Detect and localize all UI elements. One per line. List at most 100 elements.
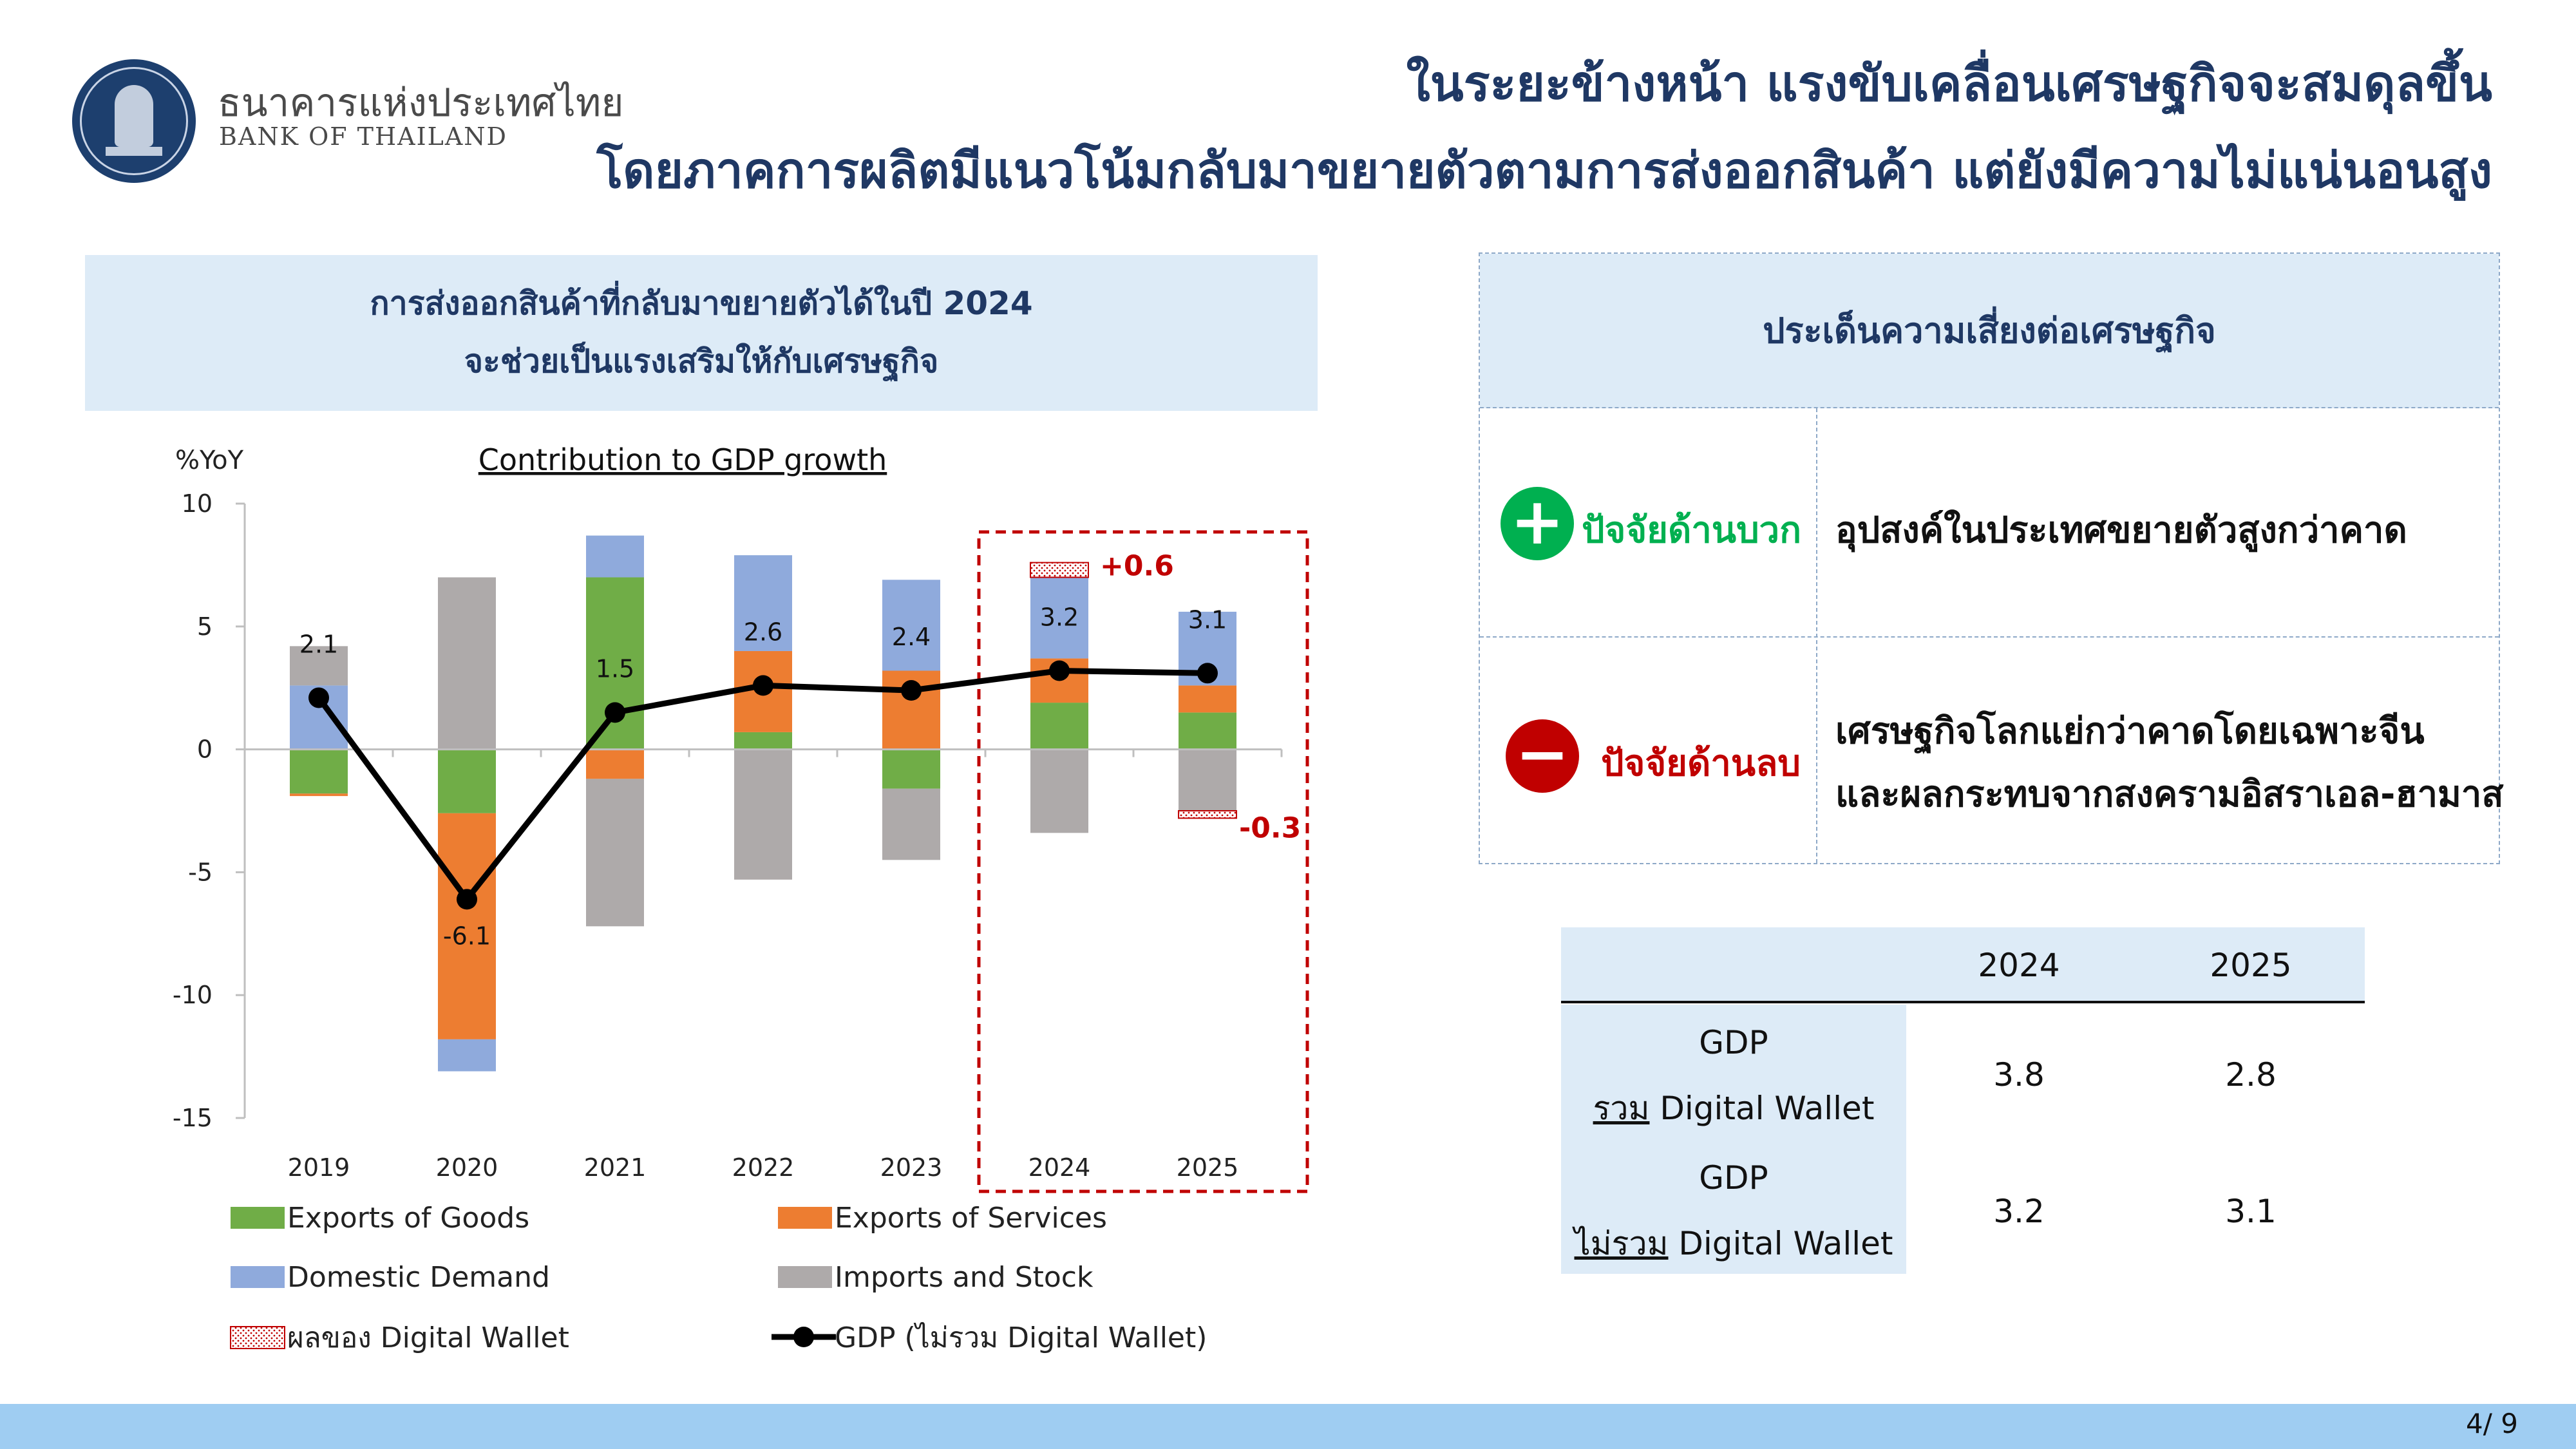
row1-label-line2: รวม Digital Wallet — [1561, 1083, 1906, 1134]
negative-factor-text-line1: เศรษฐกิจโลกแย่กว่าคาดโดยเฉพาะจีน — [1835, 710, 2425, 752]
legend-item-0-swatch — [231, 1207, 285, 1229]
gdp-point-2020 — [457, 889, 477, 910]
bot-seal-icon — [72, 59, 196, 183]
digital-wallet-label-2024: +0.6 — [1100, 550, 1174, 583]
bar-exports-of-goods-2024 — [1030, 703, 1088, 750]
gdp-label-2025: 3.1 — [1188, 605, 1227, 634]
y-tick-label: 5 — [197, 612, 213, 641]
bar-imports-and-stock-2024 — [1030, 749, 1088, 833]
forecast-table-header-rule — [1561, 1001, 2365, 1003]
row2-label-line1: GDP — [1699, 1159, 1768, 1197]
risk-divider-horizontal — [1480, 636, 2499, 638]
bar-imports-and-stock-2023 — [882, 788, 940, 860]
gdp-point-2025 — [1197, 663, 1218, 684]
legend-item-5-marker — [793, 1327, 814, 1347]
row1-label-line1: GDP — [1699, 1024, 1768, 1061]
y-tick-label: 10 — [182, 489, 213, 518]
x-tick-label-2023: 2023 — [880, 1153, 943, 1182]
footer-bar — [0, 1404, 2576, 1449]
bar-exports-of-services-2019 — [290, 793, 348, 797]
gdp-point-2021 — [605, 702, 625, 723]
risk-panel — [1479, 252, 2500, 864]
gdp-line-layer — [308, 660, 1218, 910]
gdp-label-2020: -6.1 — [443, 922, 491, 950]
forecast-table-row-labels — [1561, 1005, 1906, 1274]
bar-imports-and-stock-2025 — [1179, 749, 1236, 811]
legend-item-4-label: ผลของ Digital Wallet — [287, 1321, 569, 1354]
logo-name-english: BANK OF THAILAND — [219, 122, 508, 151]
bar-exports-of-goods-2022 — [734, 732, 792, 750]
negative-factor-label: ปัจจัยด้านลบ — [1601, 743, 1801, 784]
x-tick-label-2019: 2019 — [288, 1153, 350, 1182]
positive-factor-text: อุปสงค์ในประเทศขยายตัวสูงกว่าคาด — [1835, 509, 2407, 551]
row1-label-suffix: Digital Wallet — [1649, 1090, 1875, 1127]
gdp-label-2019: 2.1 — [299, 630, 338, 658]
highlight-box-2024-2025 — [977, 530, 1309, 1193]
data-labels-layer: +0.6 -0.3 2.1 -6.1 1.5 2.6 2.4 3.2 3.1 — [299, 550, 1301, 951]
gdp-point-2019 — [308, 687, 329, 708]
row2-value-2024: 3.2 — [1993, 1193, 2045, 1230]
gdp-point-2022 — [753, 675, 773, 696]
chart-panel-header: การส่งออกสินค้าที่กลับมาขยายตัวได้ในปี 2… — [85, 255, 1318, 411]
row2-label-suffix: Digital Wallet — [1668, 1225, 1893, 1262]
bar-domestic-demand-2022 — [734, 555, 792, 651]
digital-wallet-label-2025: -0.3 — [1239, 811, 1301, 844]
plus-circle-icon: + — [1501, 487, 1574, 560]
risk-divider-vertical — [1816, 408, 1817, 863]
legend-item-2-swatch — [231, 1266, 285, 1288]
bar-digital-wallet-2024 — [1030, 562, 1089, 578]
y-axis-unit: %YoY — [175, 446, 244, 475]
x-tick-label-2021: 2021 — [584, 1153, 647, 1182]
bar-domestic-demand-2023 — [882, 580, 940, 671]
legend-item-2-label: Domestic Demand — [287, 1261, 550, 1294]
bar-domestic-demand-2020 — [438, 1039, 496, 1072]
bar-domestic-demand-2024 — [1030, 577, 1088, 659]
bar-digital-wallet-2025 — [1178, 810, 1237, 819]
row1-value-2024: 3.8 — [1993, 1056, 2045, 1094]
gdp-point-2024 — [1049, 660, 1070, 681]
bars-layer — [290, 535, 1237, 1072]
bar-exports-of-goods-2025 — [1179, 712, 1236, 750]
bar-imports-and-stock-2022 — [734, 749, 792, 880]
bar-domestic-demand-2021 — [586, 535, 644, 578]
x-tick-label-2024: 2024 — [1028, 1153, 1091, 1182]
gdp-label-2024: 3.2 — [1040, 603, 1079, 631]
gdp-contribution-chart: 10 5 0 -5 -10 -15 2019 2020 2021 2022 2023 2024 2025… — [173, 442, 1309, 1354]
x-tick-label-2025: 2025 — [1177, 1153, 1239, 1182]
bar-imports-and-stock-2020 — [438, 577, 496, 750]
legend-item-4-swatch — [230, 1326, 285, 1349]
forecast-table-header — [1561, 927, 2365, 1002]
slide-title-line1: ในระยะข้างหน้า แรงขับเคลื่อนเศรษฐกิจจะสม… — [1406, 55, 2492, 112]
gdp-point-2023 — [901, 680, 922, 701]
risk-panel-header: ประเด็นความเสี่ยงต่อเศรษฐกิจ — [1480, 254, 2499, 408]
x-tick-label-2020: 2020 — [436, 1153, 498, 1182]
row1-value-2025: 2.8 — [2225, 1056, 2277, 1094]
minus-circle-icon: − — [1506, 719, 1579, 793]
positive-factor-label: ปัจจัยด้านบวก — [1582, 509, 1801, 551]
chart-panel-header-line1: การส่งออกสินค้าที่กลับมาขยายตัวได้ในปี 2… — [370, 285, 1033, 322]
x-tick-label-2022: 2022 — [732, 1153, 795, 1182]
gdp-label-2022: 2.6 — [744, 618, 782, 646]
page-number: 4/ 9 — [2466, 1408, 2518, 1439]
legend-item-1-label: Exports of Services — [835, 1202, 1107, 1235]
negative-factor-text-line2: และผลกระทบจากสงครามอิสราเอล-ฮามาส — [1835, 773, 2504, 815]
legend-item-0-label: Exports of Goods — [287, 1202, 529, 1235]
legend-item-3-label: Imports and Stock — [835, 1261, 1094, 1294]
y-tick-label: -15 — [173, 1104, 213, 1132]
bar-imports-and-stock-2019 — [290, 646, 348, 686]
bar-exports-of-goods-2020 — [438, 749, 496, 813]
logo-name-thai: ธนาคารแห่งประเทศไทย — [218, 80, 624, 126]
row2-label-line2: ไม่รวม Digital Wallet — [1561, 1218, 1906, 1269]
bar-exports-of-services-2025 — [1179, 685, 1236, 713]
row1-label-prefix: รวม — [1593, 1090, 1650, 1127]
legend-item-3-swatch — [778, 1266, 832, 1288]
forecast-col-2024: 2024 — [1978, 947, 2060, 984]
bar-exports-of-services-2021 — [586, 749, 644, 779]
bar-exports-of-goods-2019 — [290, 749, 348, 794]
legend-layer: Exports of Goods Exports of Services Domes… — [230, 1202, 1207, 1354]
row2-label-prefix: ไม่รวม — [1574, 1225, 1669, 1262]
chart-panel-header-line2: จะช่วยเป็นแรงเสริมให้กับเศรษฐกิจ — [464, 343, 939, 380]
bar-exports-of-goods-2023 — [882, 749, 940, 789]
y-tick-label: 0 — [197, 735, 213, 764]
highlight-box-layer — [977, 530, 1309, 1193]
